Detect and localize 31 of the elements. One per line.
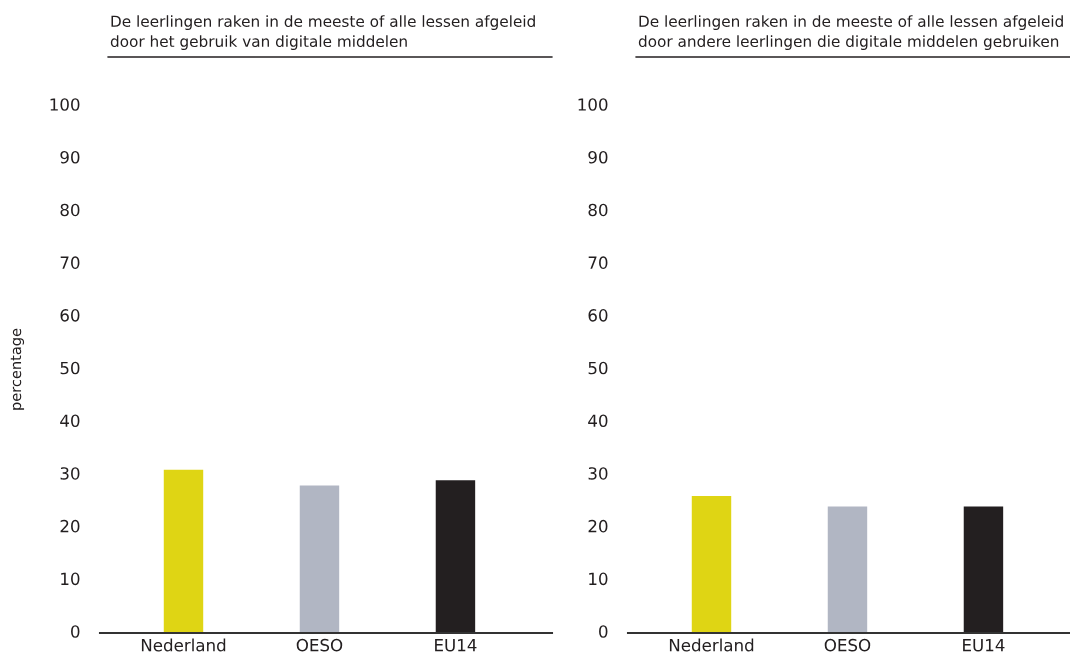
y-tick-label: 10 (589, 572, 608, 586)
y-tick-label: 80 (588, 203, 608, 217)
y-tick-label: 40 (588, 414, 608, 428)
y-tick-label: 90 (588, 150, 608, 164)
y-axis-title: percentage (10, 328, 25, 410)
y-tick-label: 40 (60, 414, 80, 428)
y-tick-label: 50 (60, 361, 80, 375)
y-tick-label: 70 (60, 256, 80, 269)
y-tick-label: 90 (60, 150, 80, 164)
chart-title: De leerlingen raken in de meeste of alle lessen afgeleid door het gebruik van digitale middelen (110, 15, 535, 50)
x-tick-label: EU14 (963, 639, 1005, 652)
y-tick-label: 80 (60, 203, 80, 217)
y-tick-label: 20 (588, 519, 608, 533)
x-tick-label: OESO (824, 638, 871, 652)
y-tick-label: 0 (71, 625, 80, 638)
y-tick-label: 100 (50, 98, 80, 111)
x-tick-label: Nederland (669, 638, 754, 652)
x-tick-label: EU14 (435, 639, 477, 652)
x-tick-label: OESO (296, 638, 343, 652)
y-tick-label: 30 (60, 467, 80, 480)
chart-title: De leerlingen raken in de meeste of alle lessen afgeleid door andere leerlingen die digitale middelen gebruiken (638, 15, 1063, 50)
y-tick-label: 60 (60, 309, 80, 322)
y-tick-label: 60 (588, 309, 608, 322)
y-tick-label: 0 (599, 625, 608, 638)
y-tick-label: 50 (588, 361, 608, 375)
y-tick-label: 30 (588, 467, 608, 480)
y-tick-label: 20 (60, 519, 80, 533)
y-tick-label: 100 (578, 98, 608, 111)
y-tick-label: 10 (61, 572, 80, 586)
x-tick-label: Nederland (141, 638, 226, 652)
y-tick-label: 70 (588, 256, 608, 269)
